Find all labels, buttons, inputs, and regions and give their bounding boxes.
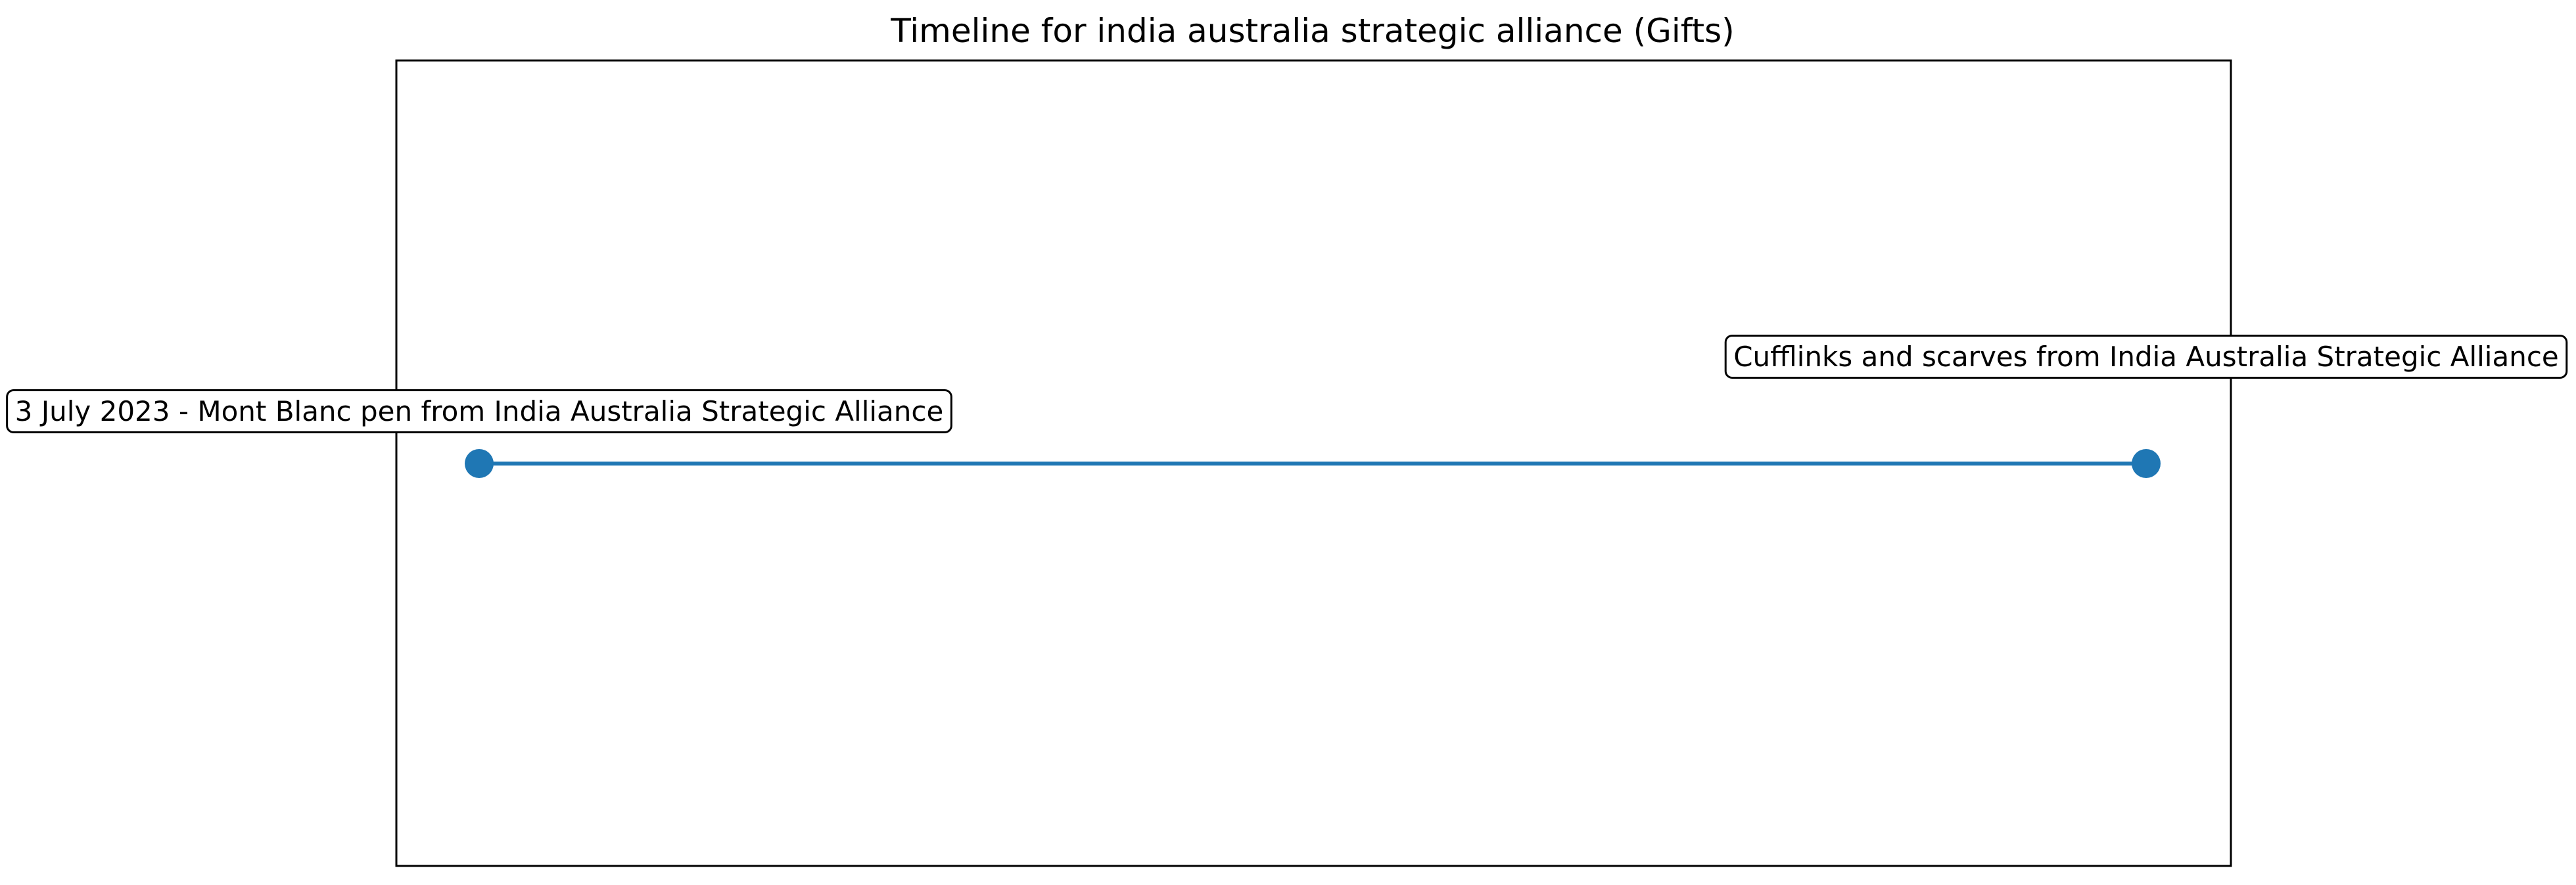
event-label-box: [6, 389, 952, 433]
timeline-event-marker: [2132, 449, 2161, 478]
timeline-event-marker: [465, 449, 494, 478]
event-label-text: Cufflinks and scarves from India Austral…: [1733, 341, 2559, 373]
timeline-event-label: 3 July 2023 - Mont Blanc pen from India …: [6, 389, 952, 433]
chart-title: Timeline for india australia strategic a…: [890, 12, 1734, 50]
event-label-text: 3 July 2023 - Mont Blanc pen from India …: [15, 395, 944, 427]
event-labels-layer: 3 July 2023 - Mont Blanc pen from India …: [6, 335, 2568, 433]
event-label-box: [1724, 335, 2568, 379]
series-layer: [465, 449, 2161, 478]
timeline-event-label: Cufflinks and scarves from India Austral…: [1724, 335, 2568, 379]
plot-area-frame: [395, 59, 2232, 867]
